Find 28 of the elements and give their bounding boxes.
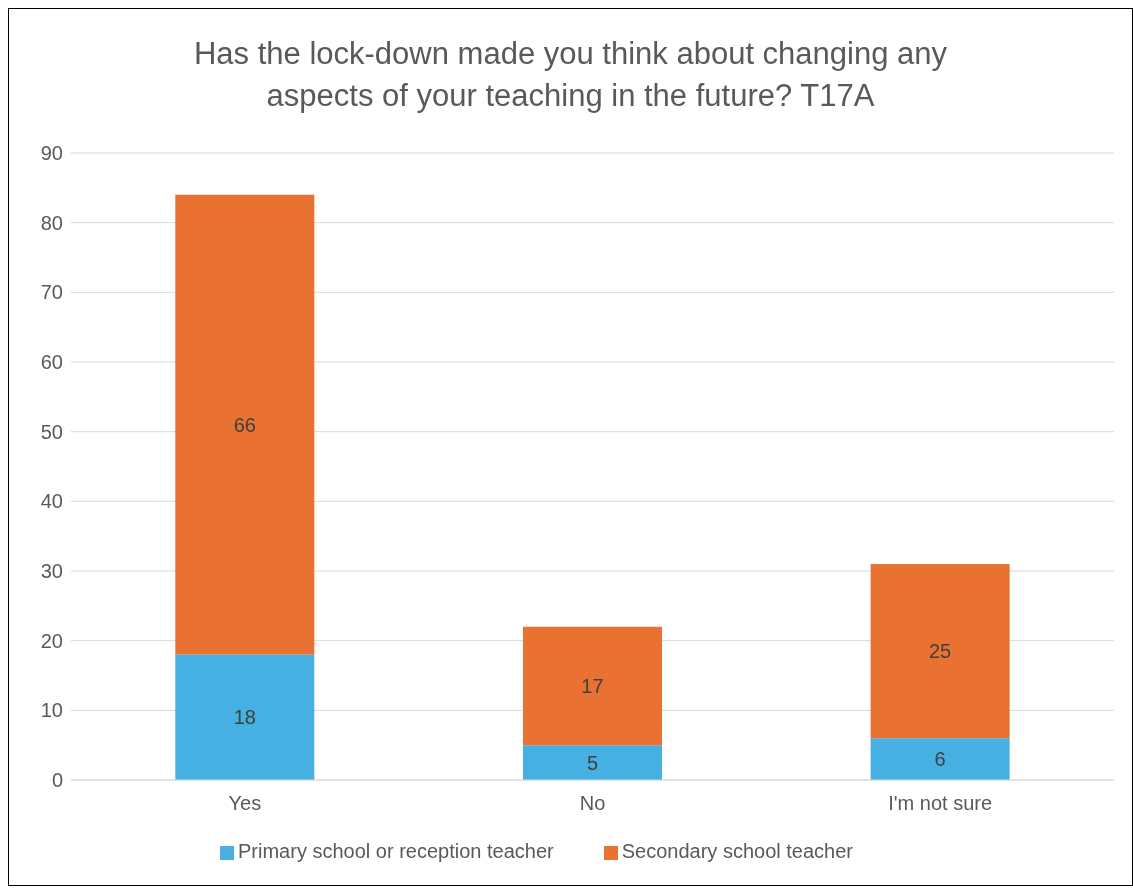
y-tick-label: 50 (40, 420, 63, 443)
y-tick-label: 80 (40, 211, 63, 234)
y-tick-label: 10 (40, 699, 63, 722)
bar (522, 745, 662, 780)
bar (175, 654, 315, 780)
bar (175, 194, 315, 655)
legend-label: Primary school or reception teacher (238, 840, 554, 862)
y-tick-label: 0 (51, 769, 63, 792)
x-tick-label: Yes (228, 792, 262, 815)
bar (870, 738, 1010, 780)
data-label: 25 (929, 640, 952, 663)
x-tick-label: No (579, 792, 606, 815)
data-label: 66 (233, 413, 256, 436)
bar (870, 564, 1010, 739)
y-tick-label: 60 (40, 351, 63, 374)
data-label: 6 (934, 748, 946, 771)
data-label: 5 (586, 751, 599, 774)
y-tick-label: 20 (40, 629, 63, 652)
y-tick-label: 30 (40, 560, 63, 583)
data-label: 17 (581, 675, 604, 698)
chart-title: Has the lock-down made you think about changing any aspects of your teaching in the future? T17A (192, 35, 949, 115)
legend-label: Secondary school teacher (621, 840, 853, 862)
x-tick-label: I'm not sure (888, 792, 993, 815)
y-tick-label: 90 (40, 142, 63, 165)
bar (522, 626, 662, 746)
y-tick-label: 40 (40, 490, 63, 513)
y-tick-label: 70 (40, 281, 63, 304)
data-label: 18 (233, 706, 256, 729)
